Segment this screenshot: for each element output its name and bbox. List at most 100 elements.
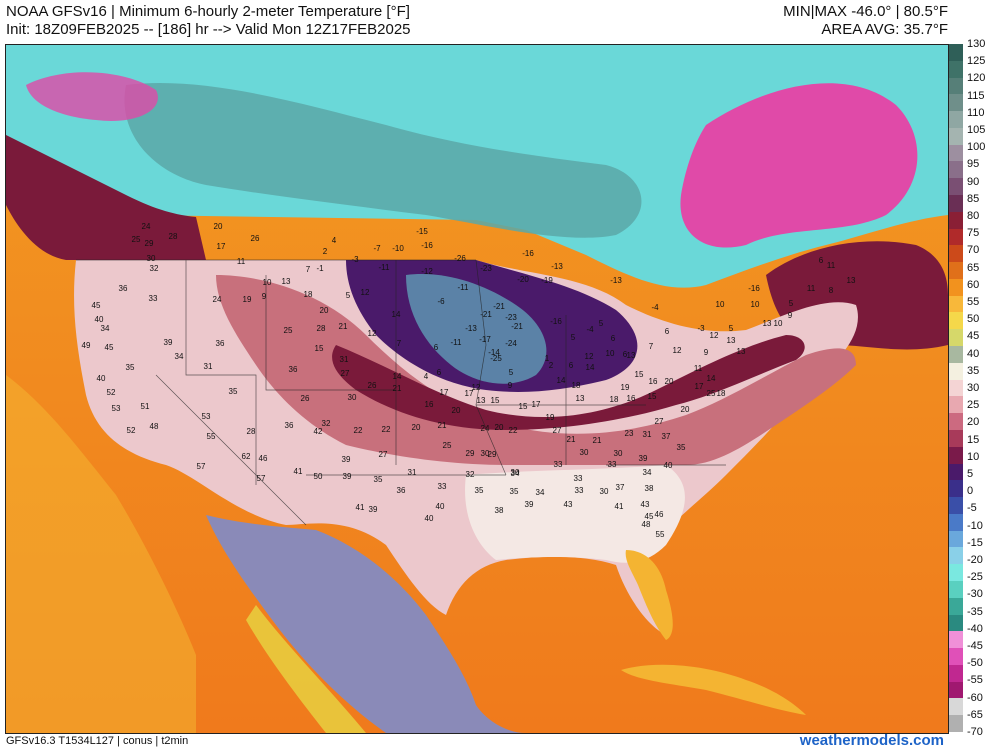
- colorbar-segment: [949, 329, 963, 347]
- station-temp-label: 40: [95, 315, 104, 324]
- station-temp-label: 30: [481, 449, 490, 458]
- station-temp-label: 13: [847, 276, 856, 285]
- florida-peninsula: [625, 550, 673, 640]
- station-temp-label: -16: [522, 249, 534, 258]
- colorbar-tick-label: 100: [967, 141, 986, 154]
- station-temp-label: 30: [614, 449, 623, 458]
- colorbar-segment: [949, 597, 963, 616]
- colorbar-tick-label: -30: [967, 588, 983, 601]
- colorbar-segment: [949, 178, 963, 196]
- temperature-map[interactable]: 24 28 25 29 32 36 33 30 45 40 34 45 49 35 40 52 51 53 48 52…: [5, 44, 949, 734]
- quebec-cold-pool: [680, 83, 918, 248]
- station-temp-label: 17: [217, 242, 226, 251]
- station-temp-label: 21: [593, 436, 602, 445]
- station-temp-label: -23: [480, 264, 492, 273]
- colorbar-tick-label: 120: [967, 72, 986, 85]
- colorbar-segment: [949, 446, 963, 464]
- station-temp-label: 9: [262, 292, 267, 301]
- station-temp-label: 36: [285, 421, 294, 430]
- colorbar-segment: [949, 429, 963, 448]
- colorbar-tick-label: 110: [967, 106, 985, 119]
- station-temp-label: 21: [393, 384, 402, 393]
- colorbar-segment: [949, 664, 963, 683]
- station-temp-label: 39: [639, 454, 648, 463]
- station-temp-label: 26: [301, 394, 310, 403]
- station-temp-label: -26: [454, 254, 466, 263]
- brand-link[interactable]: weathermodels.com: [799, 732, 944, 749]
- station-temp-label: 22: [354, 426, 363, 435]
- station-temp-label: 45: [92, 301, 101, 310]
- station-temp-label: 13: [737, 347, 746, 356]
- colorbar-segment: [949, 480, 963, 498]
- station-temp-label: 48: [642, 520, 651, 529]
- station-temp-label: 55: [207, 432, 216, 441]
- station-temp-label: 17: [695, 382, 704, 391]
- station-temp-label: 39: [369, 505, 378, 514]
- station-temp-label: 35: [475, 486, 484, 495]
- station-temp-label: 35: [229, 387, 238, 396]
- colorbar-tick-label: 85: [967, 192, 980, 205]
- colorbar-tick-label: -50: [967, 657, 983, 670]
- station-temp-label: 29: [145, 239, 154, 248]
- station-temp-label: -3: [697, 324, 705, 333]
- station-temp-label: 6: [611, 334, 616, 343]
- station-temp-label: -14: [488, 348, 500, 357]
- station-temp-label: 36: [119, 284, 128, 293]
- station-temp-label: 10: [751, 300, 760, 309]
- station-temp-label: 57: [257, 474, 266, 483]
- station-temp-label: 14: [557, 376, 566, 385]
- station-temp-label: -4: [651, 303, 659, 312]
- station-temp-label: -24: [505, 339, 517, 348]
- station-temp-label: 9: [788, 311, 793, 320]
- station-temp-label: 31: [340, 355, 349, 364]
- station-temp-label: 7: [306, 265, 311, 274]
- station-temp-label: -13: [610, 276, 622, 285]
- station-temp-label: 25: [132, 235, 141, 244]
- station-temp-label: 22: [382, 425, 391, 434]
- station-temp-label: 6: [437, 368, 442, 377]
- station-temp-label: 34: [536, 488, 545, 497]
- station-temp-label: -13: [551, 262, 563, 271]
- station-temp-label: 6: [819, 256, 824, 265]
- station-temp-label: -12: [421, 267, 433, 276]
- colorbar-tick-label: 130: [967, 38, 986, 50]
- station-temp-label: 38: [645, 484, 654, 493]
- station-temp-label: 31: [408, 468, 417, 477]
- station-temp-label: 21: [339, 322, 348, 331]
- northwest-canada-cold: [6, 135, 206, 260]
- station-temp-label: 8: [829, 286, 834, 295]
- colorbar-tick-label: -20: [967, 554, 983, 566]
- colorbar-segment: [949, 195, 963, 213]
- station-temp-label: 33: [438, 482, 447, 491]
- station-temp-label: 30: [600, 487, 609, 496]
- colorbar-tick-label: -65: [967, 708, 983, 721]
- colorbar-segment: [949, 614, 963, 632]
- station-temp-label: 17: [440, 388, 449, 397]
- station-temp-label: 12: [710, 331, 719, 340]
- colorbar-tick-label: 40: [967, 347, 980, 360]
- station-temp-label: 41: [615, 502, 624, 511]
- station-temp-label: -11: [379, 263, 391, 272]
- colorbar-tick-label: 90: [967, 175, 980, 188]
- station-temp-label: 35: [510, 487, 519, 496]
- station-temp-label: 36: [289, 365, 298, 374]
- state-boundaries: [76, 259, 726, 526]
- station-temp-label: 45: [645, 512, 654, 521]
- station-temp-label: 12: [585, 352, 594, 361]
- colorbar-tick-label: -45: [967, 640, 983, 652]
- colorbar-tick-label: 80: [967, 210, 980, 222]
- station-temp-label: 22: [509, 426, 518, 435]
- station-temp-label: 4: [424, 372, 429, 381]
- station-temp-label: 42: [314, 427, 323, 436]
- colorbar-segment: [949, 111, 963, 129]
- station-temp-label: 28: [247, 427, 256, 436]
- station-temp-label: 20: [665, 377, 674, 386]
- min-max-readout: MIN|MAX -46.0° | 80.5°F: [783, 3, 948, 20]
- station-temp-label: -23: [505, 313, 517, 322]
- colorbar-segment: [949, 564, 963, 582]
- colorbar-tick-label: 70: [967, 244, 980, 257]
- colorbar-tick-label: -60: [967, 691, 983, 704]
- colorbar-tick-label: 125: [967, 55, 986, 68]
- station-temp-label: 30: [511, 468, 520, 477]
- station-temp-label: 27: [655, 417, 664, 426]
